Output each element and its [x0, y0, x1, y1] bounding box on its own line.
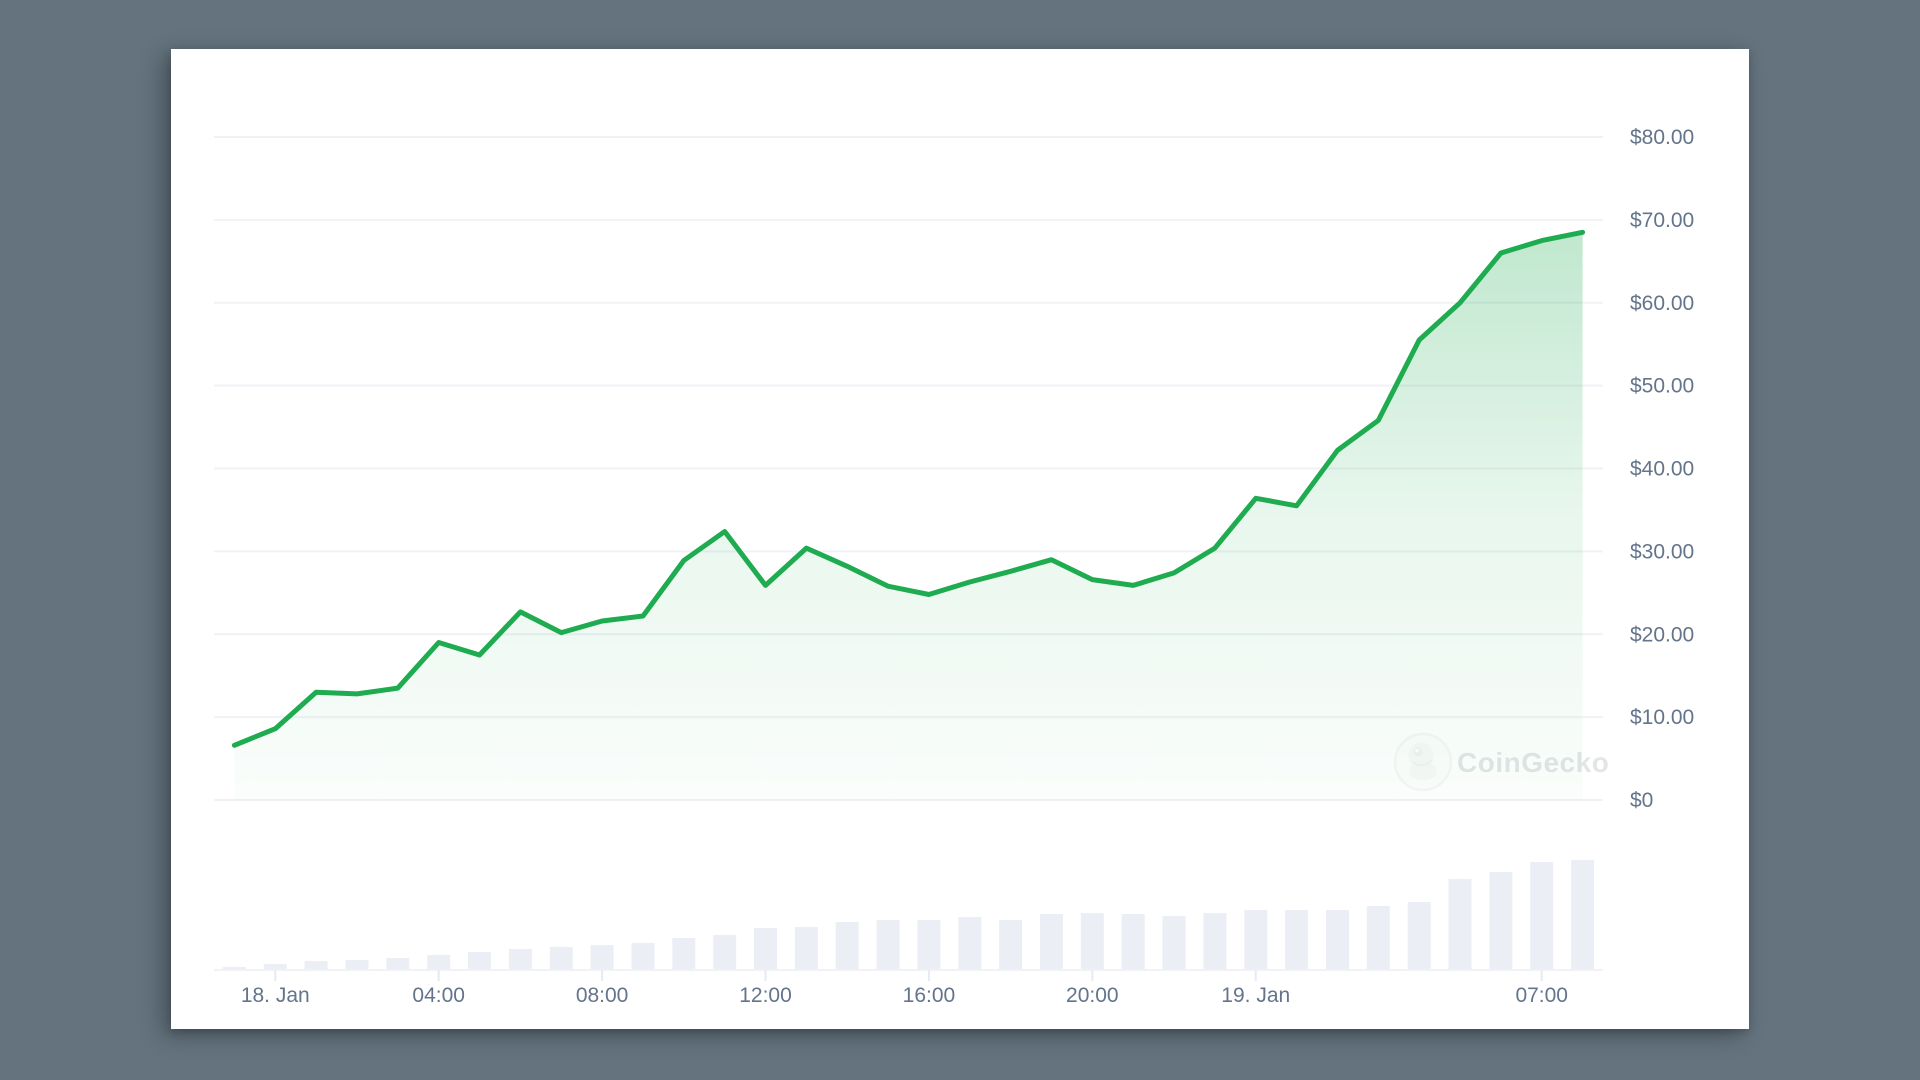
volume-bar: [1489, 872, 1513, 969]
volume-bar: [1162, 916, 1186, 969]
volume-bar: [631, 943, 655, 969]
y-axis-label: $60.00: [1630, 292, 1694, 315]
volume-bar: [835, 922, 859, 969]
y-axis-label: $20.00: [1630, 623, 1694, 646]
y-axis-labels: $80.00 $70.00 $60.00 $50.00 $40.00 $30.00 $20.…: [1630, 126, 1694, 812]
volume-bar: [1244, 910, 1268, 969]
chart-card: CoinGecko $80.00$70.00$60.00$50.00$40.00…: [171, 49, 1749, 1029]
volume-bar: [222, 967, 246, 969]
volume-bar: [876, 920, 900, 969]
price-volume-chart[interactable]: CoinGecko $80.00$70.00$60.00$50.00$40.00…: [171, 49, 1749, 1029]
y-axis-label: $30.00: [1630, 540, 1694, 563]
volume-bar: [999, 920, 1023, 969]
y-axis-label: $70.00: [1630, 209, 1694, 232]
volume-bar: [713, 935, 737, 969]
volume-bar: [754, 928, 777, 969]
y-axis-label: $40.00: [1630, 458, 1694, 481]
volume-bar: [468, 952, 491, 969]
y-axis-label: $50.00: [1630, 375, 1694, 398]
volume-bar: [345, 960, 369, 969]
y-axis-label: $0: [1630, 789, 1653, 812]
price-series-line: [231, 229, 1586, 748]
volume-bar: [958, 917, 982, 969]
volume-bar: [386, 958, 410, 969]
volume-bar: [1407, 902, 1431, 969]
x-axis-label: 04:00: [412, 984, 465, 1007]
y-axis-label: $10.00: [1630, 706, 1694, 729]
x-axis-label: 07:00: [1515, 984, 1568, 1007]
price-area-fill: [234, 232, 1583, 801]
volume-bar: [1121, 914, 1145, 969]
volume-bar: [1326, 910, 1349, 969]
volume-bar: [672, 938, 696, 969]
x-axis-label: 12:00: [739, 984, 792, 1007]
volume-bar: [1530, 862, 1554, 969]
volume-bar: [917, 920, 941, 969]
volume-bar: [549, 947, 573, 969]
x-axis-label: 08:00: [576, 984, 629, 1007]
x-axis-label: 20:00: [1066, 984, 1119, 1007]
volume-bar: [427, 955, 451, 969]
volume-bar: [1203, 913, 1227, 969]
volume-bar: [1080, 913, 1104, 969]
y-axis-label: $80.00: [1630, 126, 1694, 149]
volume-bar: [1040, 914, 1063, 969]
volume-bars: [222, 860, 1595, 969]
price-line: [231, 229, 1586, 748]
x-axis-label: 18. Jan: [241, 984, 310, 1007]
x-axis-label: 16:00: [903, 984, 956, 1007]
volume-bar: [263, 964, 287, 969]
x-axis-label: 19. Jan: [1221, 984, 1290, 1007]
volume-bar: [304, 961, 328, 969]
volume-bar: [590, 945, 614, 969]
volume-bar: [1285, 910, 1309, 969]
volume-bar: [794, 927, 818, 969]
volume-bar: [1448, 879, 1472, 969]
volume-bar: [1571, 860, 1595, 969]
volume-bar: [508, 949, 532, 969]
x-axis: 18. Jan 04:00 08:00 12:00 16:00 20:00 19. Jan 0…: [214, 969, 1603, 1007]
price-area: [234, 232, 1583, 801]
volume-bar: [1366, 906, 1390, 969]
